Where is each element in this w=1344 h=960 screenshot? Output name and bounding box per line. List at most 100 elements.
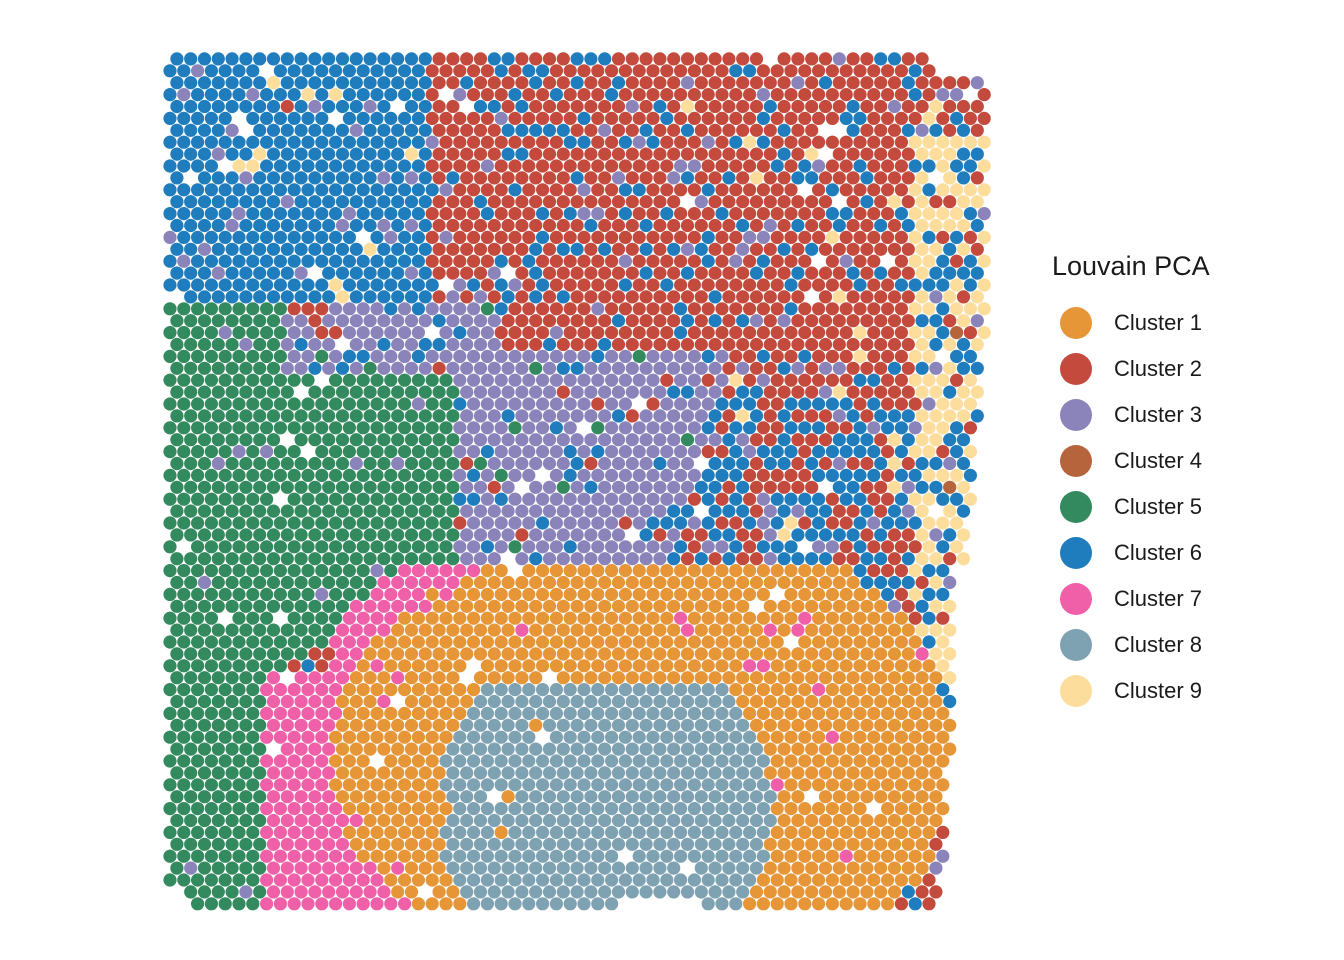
- spot-cluster-6: [349, 195, 363, 209]
- spot-cluster-3: [211, 266, 225, 280]
- spot-cluster-3: [591, 516, 605, 530]
- spot-cluster-6: [743, 516, 757, 530]
- spot-cluster-6: [287, 135, 301, 149]
- spot-cluster-5: [349, 433, 363, 447]
- spot-cluster-2: [901, 147, 915, 161]
- spot-cluster-2: [977, 111, 991, 125]
- spot-cluster-9: [922, 326, 936, 340]
- spot-cluster-8: [611, 885, 626, 899]
- spot-cluster-1: [853, 873, 867, 887]
- spot-cluster-9: [943, 671, 957, 685]
- spot-cluster-3: [542, 480, 557, 494]
- spot-cluster-1: [846, 837, 860, 851]
- spot-cluster-2: [308, 314, 322, 328]
- spot-cluster-1: [736, 575, 750, 590]
- spot-cluster-2: [901, 99, 915, 114]
- spot-cluster-6: [839, 468, 853, 482]
- spot-cluster-6: [894, 468, 909, 482]
- spot-cluster-3: [349, 314, 363, 328]
- spot-cluster-9: [915, 218, 929, 233]
- spot-cluster-1: [660, 587, 674, 602]
- spot-cluster-5: [232, 492, 246, 506]
- spot-cluster-8: [508, 873, 522, 887]
- legend-label: Cluster 2: [1114, 356, 1203, 381]
- spot-cluster-1: [908, 635, 922, 649]
- spot-cluster-2: [943, 314, 957, 328]
- spot-cluster-2: [777, 385, 791, 399]
- spot-cluster-2: [701, 64, 715, 78]
- spot-cluster-8: [605, 897, 619, 911]
- spot-cluster-2: [722, 195, 736, 209]
- spot-cluster-2: [439, 159, 453, 173]
- spot-cluster-2: [618, 159, 633, 173]
- spot-cluster-5: [446, 504, 460, 518]
- spot-cluster-2: [480, 183, 494, 197]
- spot-cluster-1: [908, 873, 922, 887]
- spot-cluster-2: [432, 99, 446, 114]
- legend-swatch: [1060, 353, 1092, 385]
- spot-cluster-8: [632, 683, 646, 697]
- spot-cluster-6: [818, 504, 833, 518]
- spot-cluster-5: [266, 314, 281, 328]
- spot-cluster-2: [970, 99, 984, 114]
- spot-cluster-3: [542, 456, 557, 471]
- spot-cluster-9: [908, 230, 922, 244]
- spot-cluster-6: [432, 314, 446, 328]
- spot-cluster-2: [963, 421, 978, 435]
- spot-cluster-8: [605, 849, 619, 863]
- spot-cluster-1: [839, 659, 853, 673]
- spot-cluster-1: [398, 873, 412, 887]
- spot-cluster-5: [204, 754, 218, 768]
- spot-cluster-5: [218, 349, 232, 363]
- spot-cluster-6: [743, 397, 757, 411]
- spot-cluster-1: [936, 730, 950, 744]
- spot-cluster-1: [522, 587, 536, 602]
- spot-cluster-2: [770, 254, 784, 268]
- spot-cluster-6: [349, 76, 363, 90]
- spot-cluster-5: [294, 456, 308, 471]
- spot-cluster-2: [756, 64, 771, 78]
- spot-cluster-5: [322, 480, 336, 494]
- spot-cluster-7: [335, 671, 350, 685]
- spot-cluster-9: [950, 540, 964, 554]
- spot-cluster-6: [398, 254, 412, 268]
- spot-cluster-8: [501, 837, 515, 851]
- spot-cluster-9: [887, 456, 902, 471]
- spot-cluster-2: [529, 99, 543, 114]
- spot-cluster-6: [701, 230, 715, 244]
- spot-cluster-3: [529, 528, 543, 542]
- spot-cluster-8: [515, 813, 529, 828]
- spot-cluster-1: [818, 671, 833, 685]
- spot-cluster-1: [825, 802, 840, 816]
- spot-cluster-3: [577, 468, 591, 482]
- spot-cluster-1: [860, 837, 874, 851]
- spot-cluster-5: [253, 480, 267, 494]
- spot-cluster-6: [225, 195, 239, 209]
- spot-cluster-3: [563, 373, 577, 387]
- spot-cluster-2: [549, 135, 564, 149]
- spot-cluster-8: [618, 683, 633, 697]
- spot-cluster-2: [446, 123, 460, 137]
- spot-cluster-6: [936, 254, 950, 268]
- spot-cluster-7: [391, 861, 405, 875]
- spot-cluster-3: [542, 361, 557, 375]
- spot-cluster-6: [653, 99, 667, 114]
- spot-cluster-6: [756, 135, 771, 149]
- spot-cluster-6: [743, 64, 757, 78]
- spot-cluster-3: [197, 242, 212, 256]
- spot-cluster-2: [805, 337, 819, 352]
- spot-cluster-1: [398, 659, 412, 673]
- spot-cluster-2: [632, 207, 646, 221]
- spot-cluster-5: [197, 861, 212, 875]
- spot-cluster-5: [163, 635, 177, 649]
- spot-cluster-5: [266, 575, 281, 590]
- spot-cluster-2: [825, 302, 840, 316]
- spot-cluster-1: [908, 659, 922, 673]
- spot-cluster-9: [922, 302, 936, 316]
- spot-cluster-3: [736, 242, 750, 256]
- spot-cluster-5: [191, 540, 205, 554]
- spot-cluster-1: [404, 718, 419, 732]
- spot-cluster-3: [522, 468, 536, 482]
- spot-cluster-5: [239, 504, 253, 518]
- spot-cluster-9: [929, 99, 943, 114]
